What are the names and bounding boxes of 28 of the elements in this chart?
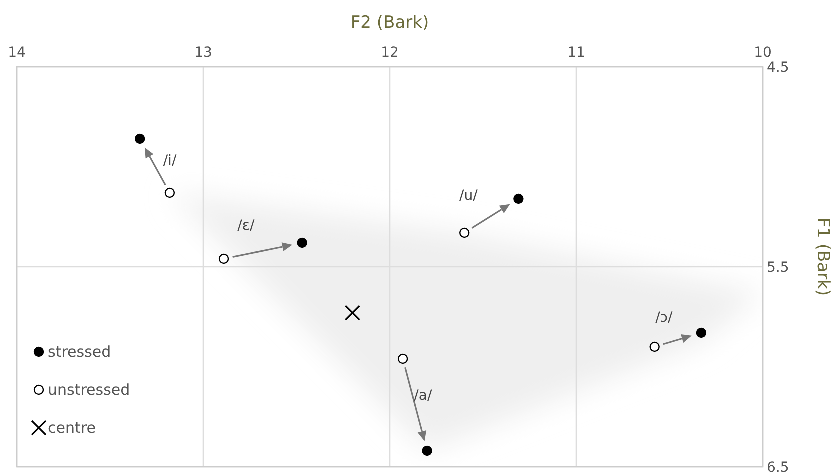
point [297, 238, 308, 248]
x-tick-label: 14 [8, 45, 26, 61]
y-tick-label: 5.5 [767, 260, 790, 276]
y-axis-title: F1 (Bark) [813, 218, 833, 296]
point [650, 342, 660, 352]
annotation: /u/ [459, 188, 478, 204]
x-tick-label: 13 [194, 45, 212, 61]
legend-label: stressed [48, 343, 112, 361]
point [398, 354, 408, 364]
x-tick-label: 11 [568, 45, 586, 61]
y-tick-label: 6.5 [767, 460, 790, 475]
annotation: /ɛ/ [238, 218, 255, 234]
point [134, 134, 146, 144]
x-axis-title: F2 (Bark) [350, 13, 430, 33]
point [164, 188, 176, 198]
y-tick-label: 4.5 [767, 60, 790, 76]
x-tick-label: 12 [381, 45, 399, 61]
annotation: /a/ [414, 388, 432, 404]
legend-label: unstressed [48, 381, 130, 399]
point [422, 446, 432, 456]
point [460, 228, 470, 238]
point [514, 194, 524, 204]
point [696, 328, 707, 338]
point [344, 305, 360, 321]
annotation: /i/ [163, 153, 177, 169]
legend-label: centre [48, 419, 96, 437]
annotation: /ɔ/ [656, 310, 673, 326]
x-tick-label: 10 [754, 45, 772, 61]
